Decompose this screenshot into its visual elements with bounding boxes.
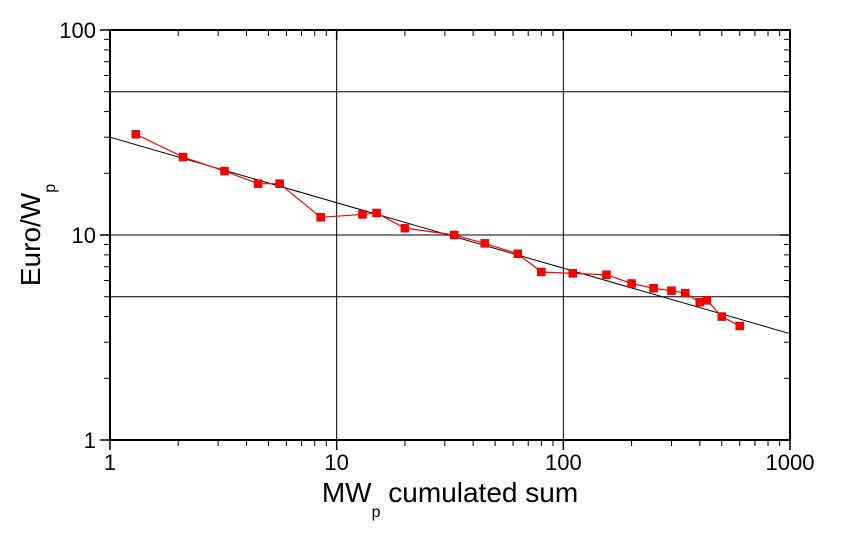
svg-text:100: 100: [59, 18, 96, 43]
svg-text:10: 10: [324, 450, 348, 475]
svg-text:1: 1: [84, 428, 96, 453]
svg-text:100: 100: [545, 450, 582, 475]
chart-container: 1101001000110100MWp cumulated sumEuro/Wp: [0, 0, 841, 539]
chart-svg: 1101001000110100MWp cumulated sumEuro/Wp: [0, 0, 841, 539]
svg-text:1: 1: [104, 450, 116, 475]
svg-text:1000: 1000: [766, 450, 815, 475]
svg-text:10: 10: [72, 223, 96, 248]
